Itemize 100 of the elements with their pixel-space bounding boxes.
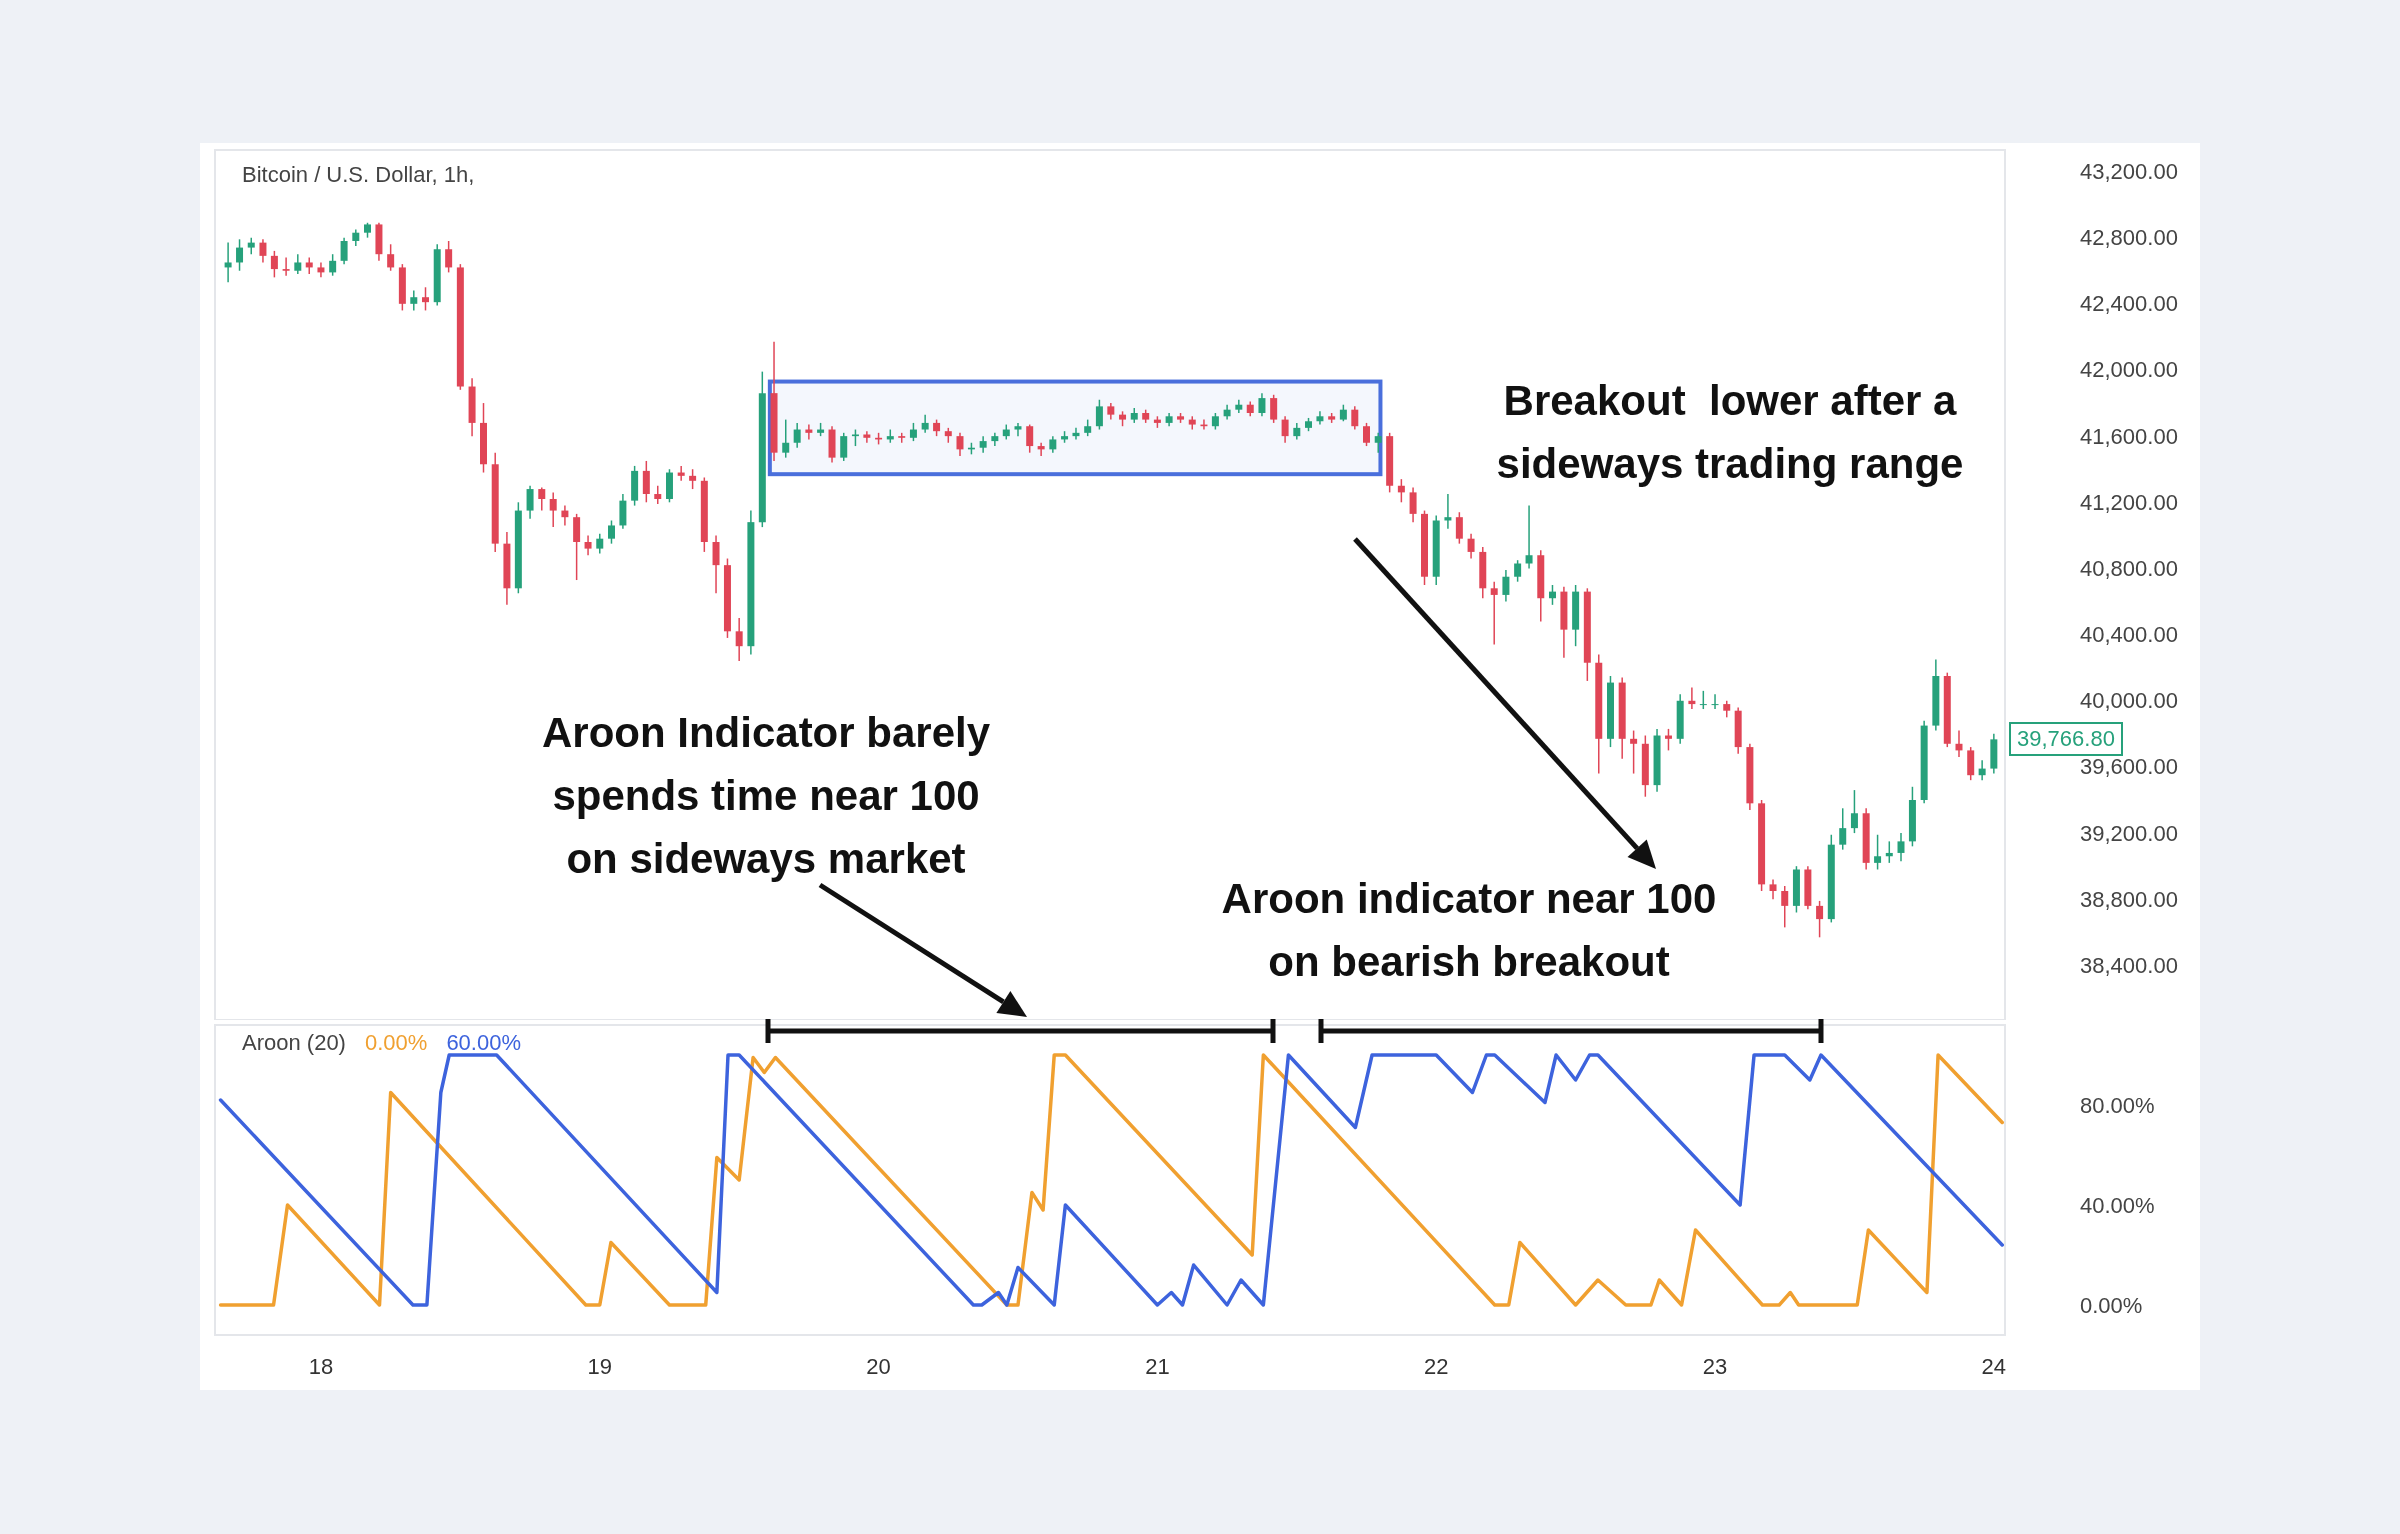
candlestick	[1467, 532, 1475, 560]
y-tick-label: 38,800.00	[2080, 886, 2178, 912]
candlestick	[561, 504, 569, 527]
candlestick	[584, 534, 592, 556]
candlestick	[1885, 840, 1893, 864]
text: 0.00%	[365, 1029, 428, 1055]
candlestick	[735, 617, 743, 662]
candlestick	[282, 256, 290, 277]
candlestick	[1874, 834, 1882, 871]
x-tick-label: 24	[1981, 1353, 2007, 1379]
candlestick	[294, 253, 302, 275]
candlestick	[1026, 423, 1034, 454]
candlestick	[712, 534, 720, 595]
candlestick	[329, 253, 337, 277]
y-tick-label: 39,200.00	[2080, 820, 2178, 846]
candlestick	[1897, 832, 1905, 862]
y-tick-label: 40.00%	[2080, 1192, 2155, 1218]
y-tick-label: 38,400.00	[2080, 952, 2178, 978]
candlestick	[1363, 422, 1371, 447]
candlestick	[445, 240, 453, 274]
candlestick	[1781, 885, 1789, 929]
candlestick	[1270, 394, 1278, 424]
candlestick	[863, 430, 871, 444]
candlestick	[1258, 392, 1266, 418]
candlestick	[1095, 399, 1103, 431]
candlestick	[782, 418, 790, 459]
candlestick	[1037, 442, 1045, 457]
candlestick	[549, 491, 557, 528]
x-tick-label: 19	[587, 1353, 613, 1379]
y-tick-label: 39,600.00	[2080, 754, 2178, 780]
candlestick	[1514, 559, 1522, 583]
y-tick-label: 41,600.00	[2080, 423, 2178, 449]
candlestick	[1711, 693, 1719, 710]
candlestick	[387, 243, 395, 272]
candlestick	[538, 486, 546, 512]
y-tick-label: 42,000.00	[2080, 357, 2178, 383]
candlestick	[526, 485, 534, 520]
x-tick-label: 20	[866, 1353, 891, 1379]
candlestick	[422, 286, 430, 312]
candlestick	[1444, 493, 1452, 530]
candlestick	[1850, 789, 1858, 834]
candlestick	[596, 532, 604, 555]
candlestick	[793, 422, 801, 449]
candlestick	[1816, 900, 1824, 939]
y-tick-label: 41,200.00	[2080, 489, 2178, 515]
candlestick	[259, 238, 267, 264]
y-tick-label: 80.00%	[2080, 1092, 2155, 1118]
candlestick	[1548, 584, 1556, 606]
candlestick	[1490, 580, 1498, 646]
candlestick	[1955, 729, 1963, 758]
candlestick	[1525, 504, 1533, 570]
candlestick	[224, 241, 232, 284]
candlestick	[909, 422, 917, 442]
candlestick	[1502, 569, 1510, 603]
candlestick	[1397, 478, 1405, 504]
candlestick	[1455, 511, 1463, 545]
candlestick	[921, 413, 929, 434]
candlestick	[956, 432, 964, 457]
candlestick	[840, 432, 848, 462]
candlestick	[805, 423, 813, 441]
x-tick-label: 22	[1423, 1353, 1449, 1379]
candlestick	[607, 519, 615, 545]
candlestick	[1014, 422, 1022, 437]
candlestick	[642, 460, 650, 504]
candlestick	[410, 289, 418, 312]
candlestick	[654, 485, 662, 505]
chart-title: Aroon (20)	[242, 1029, 346, 1055]
candlestick	[1699, 690, 1707, 710]
candlestick	[1688, 686, 1696, 710]
candlestick	[1769, 878, 1777, 901]
x-tick-label: 23	[1702, 1353, 1728, 1379]
y-tick-label: 40,000.00	[2080, 688, 2178, 714]
y-tick-label: 40,400.00	[2080, 622, 2178, 648]
candlestick	[317, 261, 325, 279]
y-tick-label: 0.00%	[2080, 1292, 2143, 1318]
candlestick	[1072, 427, 1080, 441]
candlestick	[236, 238, 244, 272]
candlestick	[1630, 729, 1638, 775]
candlestick	[1351, 405, 1359, 431]
x-tick-label: 21	[1145, 1353, 1170, 1379]
x-tick-label: 18	[308, 1353, 334, 1379]
line-series	[218, 1053, 2004, 1307]
candlestick	[1978, 759, 1986, 781]
candlestick	[1374, 432, 1382, 454]
annotation: Breakout lower after a sideways trading range	[1496, 376, 1964, 489]
y-tick-label: 43,200.00	[2080, 159, 2178, 184]
candlestick	[270, 250, 278, 279]
y-tick-label: 42,400.00	[2080, 291, 2178, 317]
annotation: Aroon indicator near 100 on bearish breakout	[1221, 874, 1717, 987]
candlestick	[1316, 410, 1324, 426]
y-tick-label: 40,800.00	[2080, 555, 2178, 581]
annotation: Aroon Indicator barely spends time near 100 on sideways market	[541, 707, 991, 884]
annotation: 39,766.80	[2009, 722, 2123, 757]
y-tick-label: 42,800.00	[2080, 225, 2178, 251]
candlestick	[1664, 728, 1672, 752]
candlestick	[689, 468, 697, 490]
candlestick	[677, 465, 685, 482]
candlestick	[1281, 415, 1289, 444]
candlestick	[1839, 807, 1847, 851]
text: Bitcoin / U.S. Dollar, 1h,	[242, 161, 475, 187]
